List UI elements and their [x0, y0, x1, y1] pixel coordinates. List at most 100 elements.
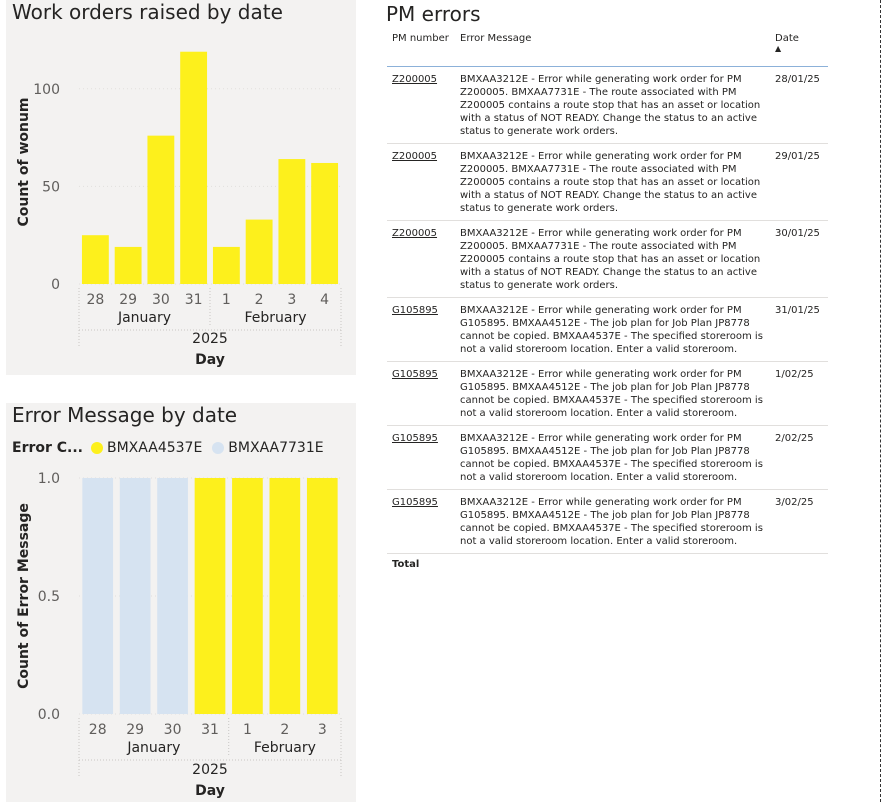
- pm-number-link[interactable]: Z200005: [392, 228, 438, 239]
- pm-number-cell: Z200005: [387, 143, 455, 221]
- work-orders-chart-panel[interactable]: Work orders raised by date 0 50 100 Count o…: [6, 0, 356, 375]
- bar-bmxaa4537e-1[interactable]: [232, 478, 263, 714]
- pm-number-cell: G105895: [387, 361, 455, 426]
- legend-dot-icon: [91, 442, 103, 454]
- work-orders-chart-title: Work orders raised by date: [12, 0, 283, 24]
- y-tick-label: 0.0: [38, 707, 60, 723]
- x-tick-label: 4: [320, 292, 329, 308]
- error-message-chart-title: Error Message by date: [12, 403, 238, 427]
- year-label: 2025: [192, 762, 228, 778]
- bar-4[interactable]: [311, 162, 339, 284]
- legend-label: BMXAA4537E: [107, 440, 203, 456]
- x-tick-label: 29: [126, 722, 144, 738]
- bar-bmxaa7731e-29[interactable]: [119, 478, 151, 714]
- y-tick-label: 1.0: [38, 471, 60, 487]
- pm-number-link[interactable]: G105895: [392, 369, 438, 380]
- month-label: February: [244, 310, 306, 326]
- column-header-date[interactable]: Date ▲: [770, 30, 828, 67]
- table-row[interactable]: G105895 BMXAA3212E - Error while generati…: [387, 361, 828, 426]
- bar-bmxaa4537e-31[interactable]: [194, 478, 226, 714]
- table-row[interactable]: G105895 BMXAA3212E - Error while generati…: [387, 297, 828, 362]
- pm-number-cell: Z200005: [387, 66, 455, 144]
- table-row[interactable]: Z200005 BMXAA3212E - Error while generati…: [387, 143, 828, 221]
- month-label: January: [117, 310, 171, 326]
- bar-bmxaa4537e-3[interactable]: [306, 478, 338, 714]
- y-axis-title: Count of wonum: [16, 97, 32, 226]
- x-tick-label: 3: [318, 722, 327, 738]
- sort-ascending-icon[interactable]: ▲: [775, 44, 782, 53]
- bar-30[interactable]: [147, 135, 175, 284]
- table-row[interactable]: G105895 BMXAA3212E - Error while generati…: [387, 425, 828, 490]
- x-tick-label: 28: [86, 292, 104, 308]
- table-row[interactable]: G105895 BMXAA3212E - Error while generati…: [387, 489, 828, 554]
- table-body: Z200005 BMXAA3212E - Error while generati…: [387, 66, 828, 576]
- error-message-cell: BMXAA3212E - Error while generating work…: [455, 425, 770, 490]
- x-tick-label: 2: [255, 292, 264, 308]
- error-message-chart-panel[interactable]: Error Message by date Error C... BMXAA45…: [6, 403, 356, 802]
- column-header-date-label: Date: [775, 33, 799, 44]
- date-cell: 3/02/25: [770, 489, 828, 554]
- legend-label: BMXAA7731E: [228, 440, 324, 456]
- pm-errors-table-panel: PM errors PM number Error Message Date ▲…: [379, 0, 829, 802]
- month-label: January: [126, 740, 180, 756]
- column-header-pm-number[interactable]: PM number: [387, 30, 455, 67]
- year-label: 2025: [192, 331, 228, 347]
- pm-number-link[interactable]: G105895: [392, 305, 438, 316]
- bar-1[interactable]: [212, 246, 240, 284]
- legend-entry-bmxaa4537e[interactable]: BMXAA4537E: [91, 440, 202, 456]
- y-axis-title: Count of Error Message: [16, 503, 32, 689]
- legend-title: Error C...: [12, 440, 83, 456]
- x-tick-label: 1: [243, 722, 252, 738]
- bar-29[interactable]: [114, 246, 142, 284]
- pm-number-cell: G105895: [387, 425, 455, 490]
- x-tick-label: 31: [185, 292, 203, 308]
- pm-number-cell: G105895: [387, 297, 455, 362]
- bar-bmxaa7731e-28[interactable]: [82, 478, 114, 714]
- pm-number-link[interactable]: Z200005: [392, 151, 438, 162]
- error-message-cell: BMXAA3212E - Error while generating work…: [455, 489, 770, 554]
- bar-2[interactable]: [245, 219, 273, 284]
- total-empty-cell: [770, 553, 828, 576]
- error-message-cell: BMXAA3212E - Error while generating work…: [455, 143, 770, 221]
- pm-number-link[interactable]: Z200005: [392, 74, 438, 85]
- date-cell: 31/01/25: [770, 297, 828, 362]
- chart-legend: Error C... BMXAA4537E BMXAA7731E: [12, 440, 334, 456]
- x-tick-label: 31: [201, 722, 219, 738]
- date-cell: 30/01/25: [770, 220, 828, 298]
- x-tick-label: 2: [280, 722, 289, 738]
- table-header-row: PM number Error Message Date ▲: [387, 30, 828, 67]
- pm-number-cell: G105895: [387, 489, 455, 554]
- date-cell: 1/02/25: [770, 361, 828, 426]
- error-message-cell: BMXAA3212E - Error while generating work…: [455, 66, 770, 144]
- legend-entry-bmxaa7731e[interactable]: BMXAA7731E: [212, 440, 324, 456]
- date-cell: 28/01/25: [770, 66, 828, 144]
- bar-3[interactable]: [278, 159, 306, 284]
- y-tick-label: 0.5: [38, 589, 60, 605]
- bar-bmxaa7731e-30[interactable]: [157, 478, 188, 714]
- column-header-error-message[interactable]: Error Message: [455, 30, 770, 67]
- error-message-cell: BMXAA3212E - Error while generating work…: [455, 361, 770, 426]
- bar-28[interactable]: [81, 235, 109, 284]
- error-message-bar-chart[interactable]: 0.0 0.5 1.0 Count of Error Message 28 29 30 31 1…: [6, 403, 356, 802]
- month-label: February: [254, 740, 316, 756]
- bar-31[interactable]: [180, 51, 208, 284]
- total-empty-cell: [455, 553, 770, 576]
- pm-number-link[interactable]: G105895: [392, 497, 438, 508]
- table-row[interactable]: Z200005 BMXAA3212E - Error while generati…: [387, 66, 828, 144]
- y-tick-label: 100: [33, 82, 60, 98]
- x-tick-label: 30: [152, 292, 170, 308]
- pm-errors-title: PM errors: [386, 2, 481, 26]
- x-tick-label: 28: [89, 722, 107, 738]
- date-cell: 29/01/25: [770, 143, 828, 221]
- y-tick-label: 0: [51, 277, 60, 293]
- x-axis-title: Day: [195, 783, 225, 799]
- pm-number-link[interactable]: G105895: [392, 433, 438, 444]
- error-message-cell: BMXAA3212E - Error while generating work…: [455, 297, 770, 362]
- bar-bmxaa4537e-2[interactable]: [269, 478, 301, 714]
- pm-number-cell: Z200005: [387, 220, 455, 298]
- error-message-cell: BMXAA3212E - Error while generating work…: [455, 220, 770, 298]
- legend-dot-icon: [212, 442, 225, 454]
- table-row[interactable]: Z200005 BMXAA3212E - Error while generati…: [387, 220, 828, 298]
- x-tick-label: 3: [287, 292, 296, 308]
